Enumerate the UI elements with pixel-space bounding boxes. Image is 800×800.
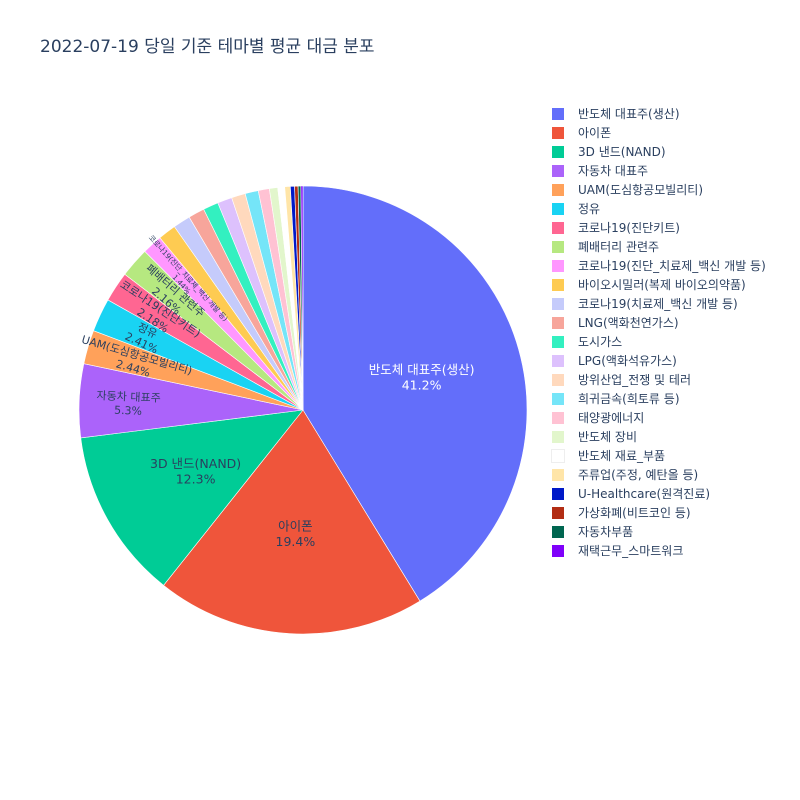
- legend-label: 주류업(주정, 예탄올 등): [578, 468, 699, 482]
- legend-swatch: [552, 164, 564, 177]
- legend-swatch: [552, 544, 564, 557]
- legend-item[interactable]: 반도체 장비: [552, 427, 766, 446]
- legend: 반도체 대표주(생산) 아이폰 3D 낸드(NAND) 자동차 대표주 UAM(도심항공…: [551, 104, 766, 560]
- legend-swatch: [552, 316, 564, 329]
- legend-swatch: [552, 392, 564, 405]
- legend-label: 도시가스: [578, 335, 623, 349]
- legend-swatch: [552, 354, 564, 367]
- legend-swatch: [552, 221, 564, 234]
- legend-item[interactable]: 자동차부품: [552, 522, 766, 541]
- legend-swatch: [552, 240, 564, 253]
- legend-swatch: [552, 468, 564, 481]
- legend-label: 희귀금속(희토류 등): [578, 392, 680, 406]
- legend-swatch: [551, 448, 565, 463]
- legend-item[interactable]: LPG(액화석유가스): [552, 351, 766, 370]
- slice-label: 자동차 대표주5.3%: [96, 389, 161, 418]
- legend-label: 반도체 재료_부품: [578, 449, 666, 463]
- legend-label: 자동차 대표주: [578, 164, 649, 178]
- legend-label: 3D 낸드(NAND): [578, 145, 666, 159]
- legend-label: 자동차부품: [578, 525, 634, 539]
- legend-label: 폐배터리 관련주: [578, 240, 660, 254]
- pie-slice[interactable]: [300, 185, 304, 411]
- legend-item[interactable]: LNG(액화천연가스): [552, 313, 766, 332]
- legend-label: UAM(도심항공모빌리티): [578, 183, 704, 197]
- legend-swatch: [552, 126, 564, 139]
- legend-label: 정유: [578, 202, 601, 216]
- legend-label: 아이폰: [578, 126, 612, 140]
- pie-slice[interactable]: [80, 409, 304, 586]
- legend-label: LPG(액화석유가스): [578, 354, 677, 368]
- legend-label: 방위산업_전쟁 및 테러: [578, 373, 691, 387]
- legend-label: 코로나19(진단_치료제_백신 개발 등): [578, 259, 766, 273]
- legend-swatch: [552, 297, 564, 310]
- legend-item[interactable]: 코로나19(진단_치료제_백신 개발 등): [552, 256, 766, 275]
- legend-item[interactable]: 코로나19(진단키트): [552, 218, 766, 237]
- legend-item[interactable]: 코로나19(치료제_백신 개발 등): [552, 294, 766, 313]
- legend-swatch: [552, 259, 564, 272]
- slice-label: 3D 낸드(NAND) 12.3%: [150, 456, 241, 487]
- legend-label: 반도체 장비: [578, 430, 638, 444]
- legend-label: 반도체 대표주(생산): [578, 107, 680, 121]
- legend-item[interactable]: 반도체 재료_부품: [551, 446, 766, 465]
- legend-swatch: [552, 145, 564, 158]
- legend-item[interactable]: 희귀금속(희토류 등): [552, 389, 766, 408]
- legend-item[interactable]: 정유: [552, 199, 766, 218]
- legend-item[interactable]: 재택근무_스마트워크: [552, 541, 766, 560]
- legend-label: 바이오시밀러(복제 바이오의약품): [578, 278, 746, 292]
- legend-swatch: [552, 335, 564, 348]
- legend-label: LNG(액화천연가스): [578, 316, 679, 330]
- legend-item[interactable]: 가상화폐(비트코인 등): [552, 503, 766, 522]
- legend-item[interactable]: 아이폰: [552, 123, 766, 142]
- legend-item[interactable]: 태양광에너지: [552, 408, 766, 427]
- legend-item[interactable]: 주류업(주정, 예탄올 등): [552, 465, 766, 484]
- legend-item[interactable]: U-Healthcare(원격진료): [552, 484, 766, 503]
- legend-item[interactable]: 방위산업_전쟁 및 테러: [552, 370, 766, 389]
- legend-swatch: [552, 525, 564, 538]
- pie-slice[interactable]: [302, 185, 528, 602]
- legend-swatch: [552, 202, 564, 215]
- legend-item[interactable]: 바이오시밀러(복제 바이오의약품): [552, 275, 766, 294]
- legend-item[interactable]: 도시가스: [552, 332, 766, 351]
- legend-swatch: [552, 411, 564, 424]
- legend-swatch: [552, 107, 564, 120]
- legend-label: 코로나19(치료제_백신 개발 등): [578, 297, 738, 311]
- legend-label: 재택근무_스마트워크: [578, 544, 684, 558]
- legend-swatch: [552, 430, 564, 443]
- legend-label: U-Healthcare(원격진료): [578, 487, 711, 501]
- legend-label: 태양광에너지: [578, 411, 645, 425]
- legend-swatch: [552, 278, 564, 291]
- legend-item[interactable]: 자동차 대표주: [552, 161, 766, 180]
- slice-label: 반도체 대표주(생산) 41.2%: [369, 362, 475, 393]
- slice-label: 아이폰 19.4%: [276, 519, 316, 550]
- legend-swatch: [552, 487, 564, 500]
- pie-slice[interactable]: [163, 409, 421, 635]
- legend-item[interactable]: 폐배터리 관련주: [552, 237, 766, 256]
- legend-swatch: [552, 183, 564, 196]
- legend-swatch: [552, 373, 564, 386]
- legend-item[interactable]: 3D 낸드(NAND): [552, 142, 766, 161]
- chart-title: 2022-07-19 당일 기준 테마별 평균 대금 분포: [40, 37, 375, 57]
- legend-item[interactable]: UAM(도심항공모빌리티): [552, 180, 766, 199]
- legend-label: 코로나19(진단키트): [578, 221, 680, 235]
- legend-swatch: [552, 506, 564, 519]
- legend-label: 가상화폐(비트코인 등): [578, 506, 691, 520]
- legend-item[interactable]: 반도체 대표주(생산): [552, 104, 766, 123]
